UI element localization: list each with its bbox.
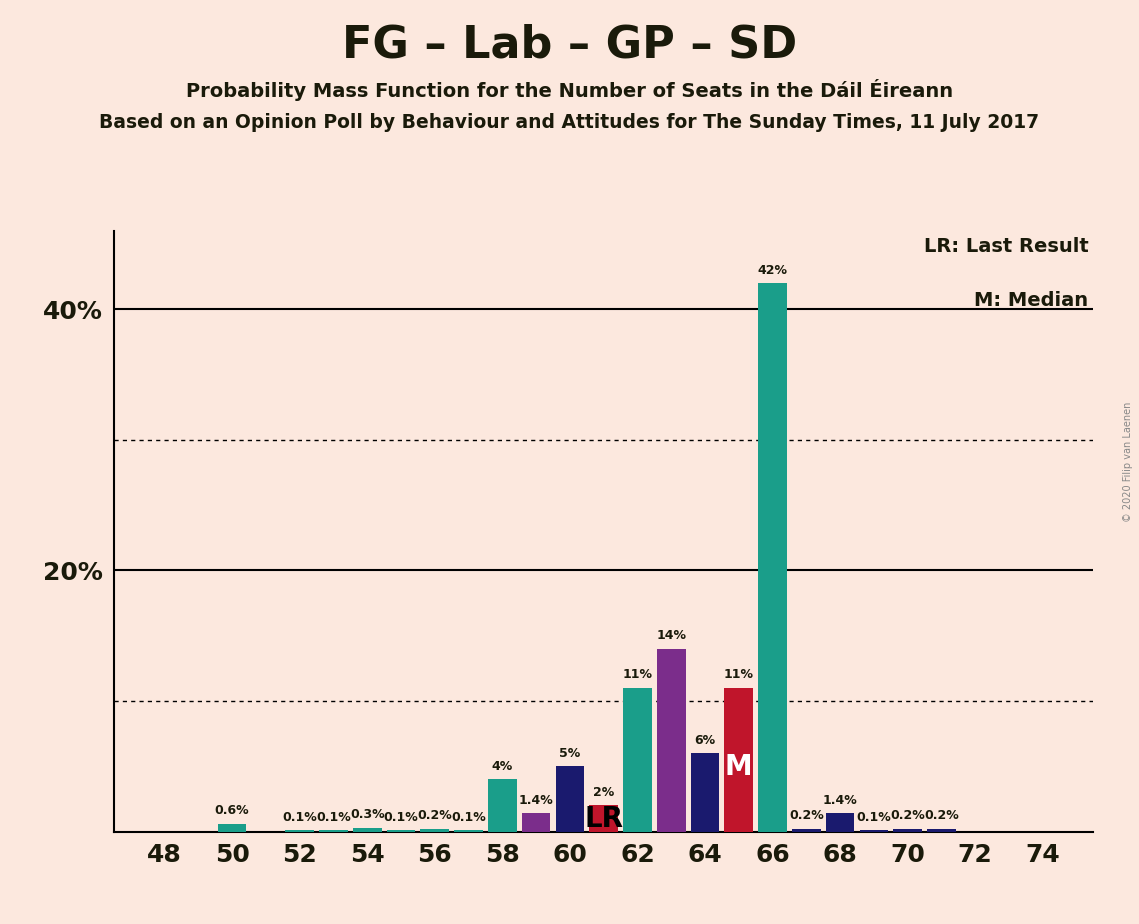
Text: FG – Lab – GP – SD: FG – Lab – GP – SD: [342, 23, 797, 67]
Bar: [218, 824, 246, 832]
Bar: [927, 829, 956, 832]
Text: 11%: 11%: [622, 668, 653, 682]
Text: 0.1%: 0.1%: [282, 810, 317, 824]
Text: 1.4%: 1.4%: [518, 794, 554, 807]
Bar: [792, 829, 821, 832]
Bar: [420, 829, 449, 832]
Bar: [487, 779, 517, 832]
Text: 0.1%: 0.1%: [384, 810, 418, 824]
Text: Based on an Opinion Poll by Behaviour and Attitudes for The Sunday Times, 11 Jul: Based on an Opinion Poll by Behaviour an…: [99, 113, 1040, 132]
Bar: [556, 766, 584, 832]
Text: 14%: 14%: [656, 629, 686, 642]
Bar: [657, 649, 686, 832]
Text: Probability Mass Function for the Number of Seats in the Dáil Éireann: Probability Mass Function for the Number…: [186, 79, 953, 101]
Text: © 2020 Filip van Laenen: © 2020 Filip van Laenen: [1123, 402, 1133, 522]
Bar: [623, 688, 652, 832]
Text: 1.4%: 1.4%: [822, 794, 858, 807]
Bar: [893, 829, 923, 832]
Bar: [690, 753, 720, 832]
Text: LR: LR: [584, 805, 623, 833]
Text: 42%: 42%: [757, 263, 787, 276]
Text: M: M: [724, 753, 753, 781]
Text: 0.2%: 0.2%: [891, 809, 925, 822]
Bar: [759, 284, 787, 832]
Text: M: Median: M: Median: [975, 291, 1089, 310]
Text: LR: Last Result: LR: Last Result: [924, 237, 1089, 256]
Text: 0.2%: 0.2%: [789, 809, 823, 822]
Bar: [724, 688, 753, 832]
Bar: [286, 831, 314, 832]
Text: 0.3%: 0.3%: [350, 808, 385, 821]
Text: 0.2%: 0.2%: [417, 809, 452, 822]
Text: 2%: 2%: [593, 786, 614, 799]
Text: 5%: 5%: [559, 747, 581, 760]
Text: 0.1%: 0.1%: [857, 810, 891, 824]
Bar: [826, 813, 854, 832]
Text: 0.6%: 0.6%: [215, 804, 249, 817]
Bar: [386, 831, 416, 832]
Bar: [589, 806, 618, 832]
Text: 4%: 4%: [492, 760, 513, 772]
Bar: [522, 813, 550, 832]
Text: 6%: 6%: [695, 734, 715, 747]
Bar: [860, 831, 888, 832]
Text: 0.2%: 0.2%: [924, 809, 959, 822]
Bar: [454, 831, 483, 832]
Bar: [319, 831, 347, 832]
Bar: [353, 828, 382, 832]
Text: 11%: 11%: [723, 668, 754, 682]
Text: 0.1%: 0.1%: [451, 810, 486, 824]
Text: 0.1%: 0.1%: [317, 810, 351, 824]
